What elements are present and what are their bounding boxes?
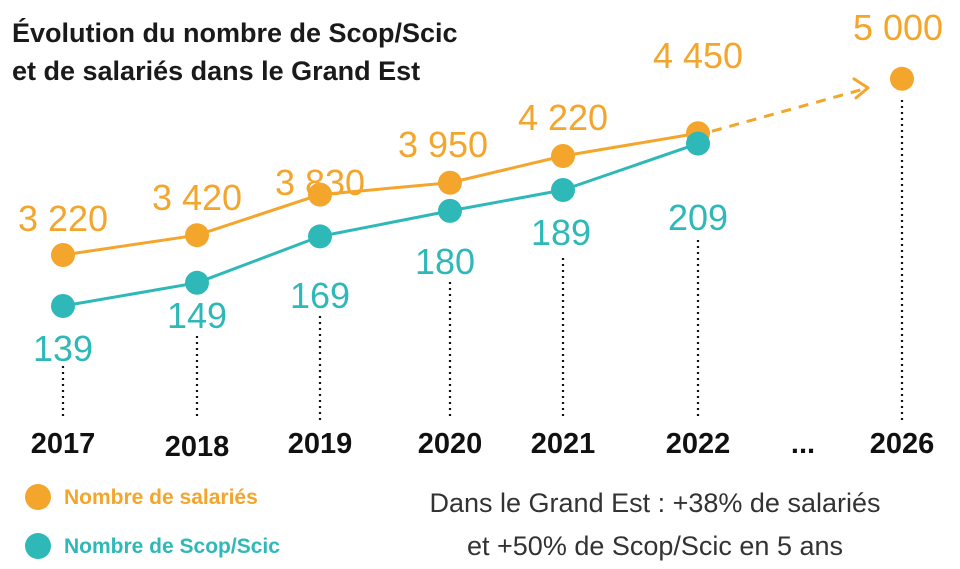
data-label-scop-2022: 209 <box>668 197 728 238</box>
note-line1: Dans le Grand Est : +38% de salariés <box>430 488 881 518</box>
x-tick-label-2021: 2021 <box>531 428 596 460</box>
legend-marker-scop <box>25 533 51 559</box>
data-label-scop-2018: 149 <box>167 295 227 336</box>
series-line-0-segment-3 <box>449 154 564 185</box>
data-point-salaries-2021 <box>551 144 575 168</box>
legend-label-salaries: Nombre de salariés <box>64 486 258 509</box>
x-tick-label-2022: 2022 <box>666 428 731 460</box>
data-point-scop-2020 <box>438 198 462 223</box>
x-tick-label-2019: 2019 <box>288 428 353 460</box>
data-label-scop-2021: 189 <box>531 212 591 253</box>
data-label-salaries-2017: 3 220 <box>18 198 108 239</box>
data-points <box>51 66 914 318</box>
series-line-1-segment-1 <box>196 234 321 285</box>
data-label-scop-2020: 180 <box>415 241 475 282</box>
data-point-salaries-2019 <box>308 182 332 207</box>
data-point-scop-2017 <box>51 294 75 318</box>
projection-arrow-head <box>852 77 870 100</box>
data-label-salaries-2019: 3 830 <box>275 162 365 203</box>
series-line-0-segment-2 <box>319 181 451 197</box>
x-axis-labels: 2017 2018 2019 2020 2021 2022... 2026 <box>31 428 935 463</box>
x-tick-label-ellipsis: ... <box>791 428 815 460</box>
x-tick-label-2020: 2020 <box>418 428 483 460</box>
chart-title-line1: Évolution du nombre de Scop/Scic <box>12 17 458 48</box>
data-label-salaries-2020: 3 950 <box>398 124 488 165</box>
series-line-0-segment-0 <box>62 233 198 257</box>
x-tick-label-2017: 2017 <box>31 428 96 460</box>
data-point-scop-2021 <box>551 178 575 202</box>
data-label-salaries-2018: 3 420 <box>152 177 242 218</box>
chart-title-line2: et de salariés dans le Grand Est <box>12 56 420 86</box>
data-label-scop-2017: 139 <box>33 328 93 369</box>
data-point-salaries-2017 <box>51 243 75 267</box>
series-line-0-segment-4 <box>562 131 699 158</box>
series-line-1-segment-2 <box>319 209 451 238</box>
data-label-salaries-2021: 4 220 <box>518 97 608 138</box>
x-tick-label-2018: 2018 <box>165 431 230 463</box>
data-point-scop-2019 <box>308 224 332 249</box>
data-label-salaries-2026: 5 000 <box>853 7 943 48</box>
series-lines <box>62 77 870 308</box>
legend-label-scop: Nombre de Scop/Scic <box>64 535 280 558</box>
projection-arrow-line <box>711 86 869 133</box>
data-point-scop-2018 <box>185 270 209 295</box>
legend: Nombre de salariés Nombre de Scop/Scic <box>25 484 280 559</box>
data-point-salaries-2020 <box>438 170 462 195</box>
data-label-scop-2019: 169 <box>290 275 350 316</box>
series-line-1-segment-0 <box>62 281 198 308</box>
series-line-0-segment-1 <box>196 193 321 237</box>
data-labels: 3 220 3 420 3 830 3 950 4 220 4 450 5 000 139 14… <box>18 7 943 369</box>
series-line-1-segment-4 <box>562 142 699 192</box>
drop-lines <box>61 100 904 420</box>
x-tick-label-2026: 2026 <box>870 428 935 460</box>
data-point-scop-2022 <box>686 131 710 156</box>
series-line-1-segment-3 <box>449 188 564 213</box>
legend-marker-salaries <box>25 484 51 510</box>
note-line2: et +50% de Scop/Scic en 5 ans <box>467 531 843 561</box>
data-point-salaries-2018 <box>185 223 209 248</box>
data-point-salaries-2026 <box>890 66 914 91</box>
data-label-salaries-2022: 4 450 <box>653 35 743 76</box>
